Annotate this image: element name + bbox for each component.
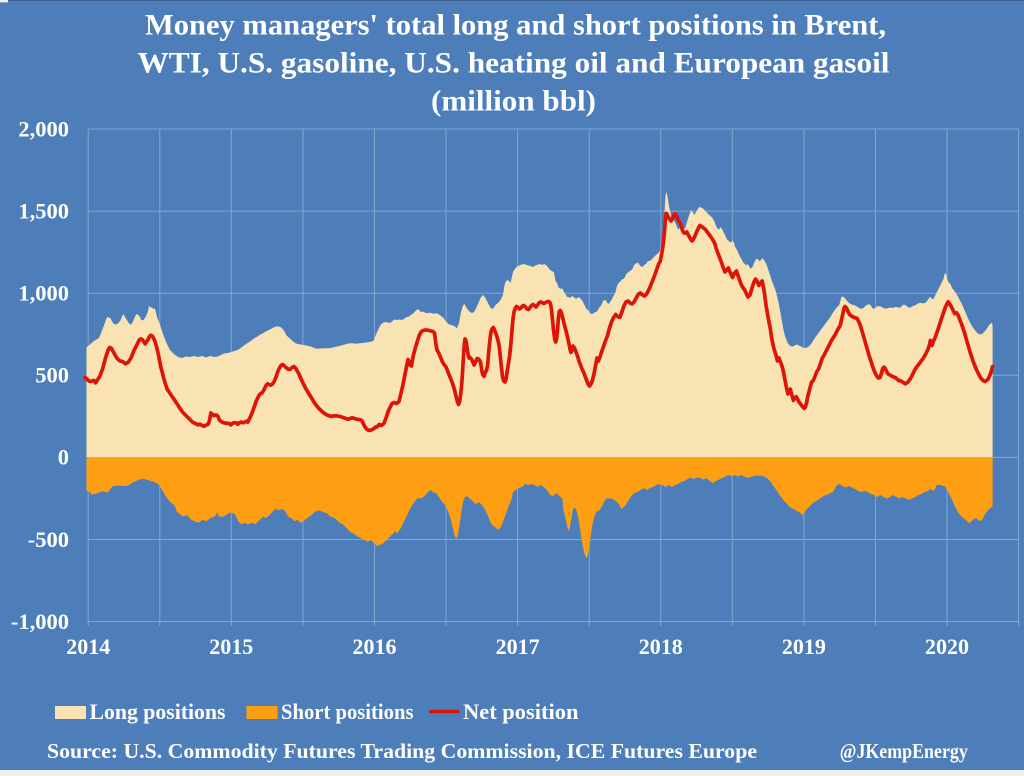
svg-text:2018: 2018 bbox=[639, 634, 683, 659]
svg-text:(million bbl): (million bbl) bbox=[431, 85, 596, 118]
svg-text:Net position: Net position bbox=[463, 699, 579, 724]
svg-text:2015: 2015 bbox=[209, 634, 253, 659]
svg-text:1,000: 1,000 bbox=[18, 281, 69, 306]
svg-text:2017: 2017 bbox=[496, 634, 540, 659]
svg-text:0: 0 bbox=[58, 445, 69, 470]
svg-text:WTI, U.S. gasoline, U.S. heati: WTI, U.S. gasoline, U.S. heating oil and… bbox=[138, 47, 890, 80]
svg-text:1,500: 1,500 bbox=[18, 198, 69, 223]
svg-text:500: 500 bbox=[35, 363, 69, 388]
svg-text:2019: 2019 bbox=[782, 634, 826, 659]
svg-text:Long positions: Long positions bbox=[90, 699, 226, 724]
svg-text:-500: -500 bbox=[28, 527, 69, 552]
svg-text:2014: 2014 bbox=[66, 634, 110, 659]
svg-text:@JKempEnergy: @JKempEnergy bbox=[840, 739, 968, 763]
svg-text:2,000: 2,000 bbox=[18, 116, 69, 141]
svg-text:Source: U.S. Commodity Futures: Source: U.S. Commodity Futures Trading C… bbox=[47, 739, 757, 763]
svg-text:-1,000: -1,000 bbox=[11, 609, 69, 634]
svg-text:2016: 2016 bbox=[353, 634, 397, 659]
svg-text:2020: 2020 bbox=[925, 634, 969, 659]
svg-text:Short positions: Short positions bbox=[281, 699, 414, 724]
svg-text:Money managers' total long and: Money managers' total long and short pos… bbox=[145, 9, 886, 42]
